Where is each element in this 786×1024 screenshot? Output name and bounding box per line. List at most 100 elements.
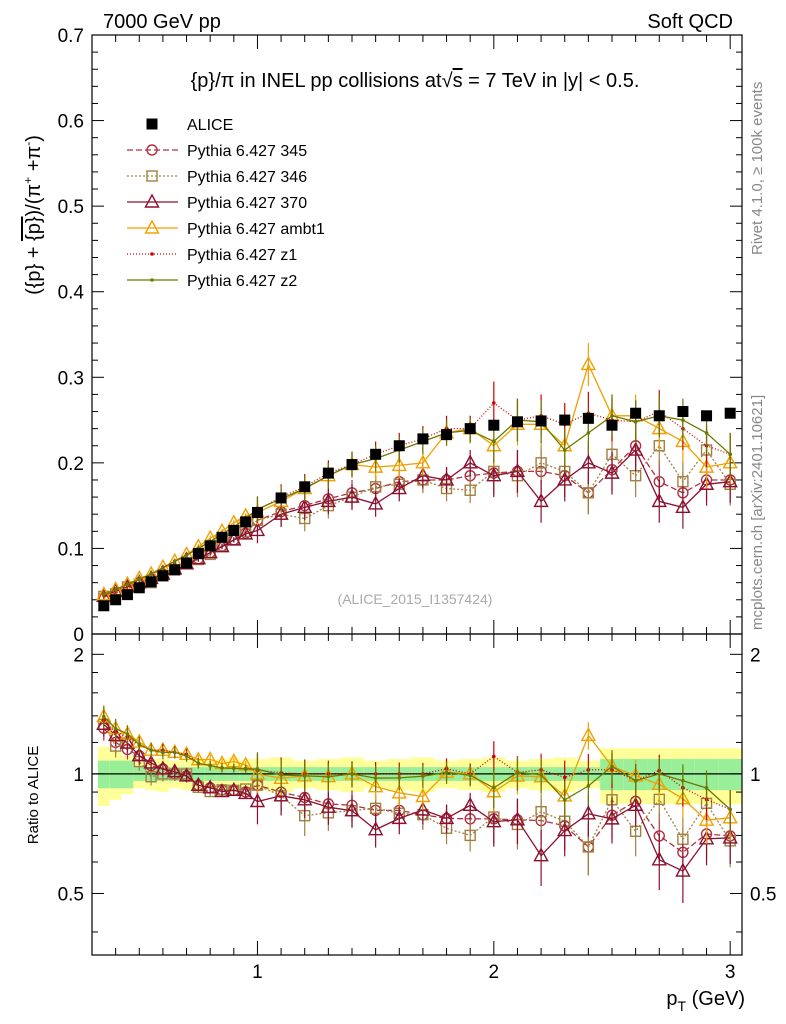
series-370-ratio-point bbox=[367, 821, 384, 836]
series-370-point bbox=[604, 464, 620, 479]
alice-data-point bbox=[192, 548, 204, 560]
series-370-point bbox=[675, 498, 691, 514]
ratio-tick-label-right: 1 bbox=[750, 765, 761, 786]
x-tick-label: 3 bbox=[725, 962, 736, 983]
alice-data-point bbox=[240, 516, 252, 528]
series-370-ratio-point bbox=[486, 813, 502, 828]
header-left: 7000 GeV pp bbox=[103, 11, 221, 33]
legend-marker bbox=[144, 193, 160, 208]
series-ALICE bbox=[98, 406, 736, 612]
legend-label: Pythia 6.427 ambt1 bbox=[187, 221, 325, 238]
y-tick-label: 0.6 bbox=[58, 112, 84, 133]
series-z2-point bbox=[704, 431, 709, 435]
ratio-ylabel: Ratio to ALICE bbox=[25, 746, 42, 844]
alice-data-point bbox=[145, 576, 157, 588]
series-z2-point bbox=[492, 439, 496, 444]
series-z2-ratio-point bbox=[657, 772, 662, 776]
alice-data-point bbox=[511, 416, 523, 428]
series-z2-main bbox=[102, 394, 732, 598]
series-345-line bbox=[103, 444, 731, 598]
alice-data-point bbox=[322, 467, 334, 479]
series-370-point bbox=[509, 462, 526, 478]
series-z2-ratio-point bbox=[255, 767, 260, 771]
ratio-tick-label: 1 bbox=[73, 765, 84, 786]
series-370-ratio-point bbox=[237, 784, 254, 800]
main-ylabel: ({p} + {p})/(π+ +π-) bbox=[21, 135, 45, 295]
series-z2-point bbox=[137, 577, 142, 582]
series-346-ratio-point bbox=[464, 829, 476, 842]
series-370-point bbox=[438, 471, 455, 486]
series-z2-point bbox=[113, 587, 118, 592]
series-370-point bbox=[722, 473, 738, 488]
ratio-stat-band bbox=[718, 759, 742, 791]
series-z2-ratio-point bbox=[302, 774, 307, 778]
series-z2-point bbox=[161, 566, 165, 570]
alice-data-point bbox=[299, 481, 311, 493]
series-z2-ratio-point bbox=[243, 766, 248, 771]
alice-data-point bbox=[275, 492, 287, 504]
series-370-ratio-point bbox=[119, 734, 136, 749]
series-z2-ratio-point bbox=[539, 772, 543, 777]
alice-data-point bbox=[464, 423, 476, 435]
series-370-ratio-point bbox=[415, 801, 431, 816]
alice-data-point bbox=[204, 540, 216, 552]
legend-label: ALICE bbox=[187, 117, 233, 134]
alice-data-point bbox=[133, 582, 145, 594]
series-370-point bbox=[580, 454, 597, 469]
series-z1-ratio-line bbox=[103, 719, 731, 810]
analysis-watermark: (ALICE_2015_I1357424) bbox=[338, 591, 493, 607]
series-370-main bbox=[96, 428, 738, 603]
legend-label: Pythia 6.427 z1 bbox=[187, 247, 297, 264]
ratio-frame bbox=[91, 633, 743, 956]
legend: ALICE Pythia 6.427 345 Pythia 6.427 346 Pyt… bbox=[127, 117, 325, 290]
legend-label: Pythia 6.427 345 bbox=[187, 143, 307, 160]
series-z2-ratio-point bbox=[232, 766, 236, 771]
axes: 0 0.1 0.2 0.3 0.4 0.5 0.6 0.7 1 2 3 0.5 0.5 1 1 2 2 bbox=[58, 26, 777, 983]
series-z2-ratio-point bbox=[728, 807, 732, 812]
series-z2-ratio-point bbox=[468, 773, 472, 778]
series-ambt1-ratio-point bbox=[580, 726, 597, 742]
y-tick-label: 0.1 bbox=[58, 539, 84, 560]
series-370-ratio-point bbox=[249, 793, 266, 808]
series-370-ratio-point bbox=[214, 783, 230, 798]
alice-data-point bbox=[251, 506, 263, 518]
series-z2-ratio-point bbox=[515, 770, 520, 775]
xlabel: pT (GeV) bbox=[666, 988, 745, 1014]
ratio-tick-label: 2 bbox=[73, 645, 84, 666]
series-z2-ratio-line bbox=[103, 716, 731, 810]
series-370-ratio-point bbox=[202, 779, 218, 794]
legend-label: Pythia 6.427 346 bbox=[187, 169, 307, 186]
series-370-ratio-point bbox=[557, 822, 573, 837]
series-z2-ratio-point bbox=[421, 774, 425, 778]
series-345-ratio bbox=[98, 716, 736, 881]
series-ambt1-point bbox=[391, 456, 407, 472]
series-346-line bbox=[103, 444, 731, 597]
series-370-point bbox=[651, 492, 667, 508]
series-370-ratio-point bbox=[143, 754, 159, 769]
series-z2-ratio-point bbox=[586, 784, 591, 788]
series-370-point bbox=[273, 505, 289, 520]
series-370-point bbox=[415, 467, 431, 482]
series-z2-point bbox=[125, 582, 130, 587]
series-z2-ratio-point bbox=[373, 776, 378, 780]
series-z2-point bbox=[149, 572, 153, 576]
series-370-point bbox=[367, 495, 384, 510]
series-z2-ratio-point bbox=[326, 774, 331, 779]
x-tick-label: 2 bbox=[489, 962, 500, 983]
series-346-point bbox=[464, 484, 476, 496]
series-346-ratio-point bbox=[582, 841, 595, 853]
series-z2-ratio-point bbox=[444, 770, 449, 775]
series-z2-ratio-point bbox=[149, 748, 153, 752]
legend-marker bbox=[150, 252, 154, 256]
series-370-ratio-point bbox=[131, 747, 147, 762]
series-370-ratio-point bbox=[627, 796, 644, 812]
series-ambt1-ratio-point bbox=[698, 811, 715, 826]
alice-data-point bbox=[653, 410, 665, 422]
series-370-ratio-point bbox=[462, 796, 478, 812]
series-370-point bbox=[627, 441, 644, 456]
series-370-ratio-point bbox=[344, 802, 360, 817]
series-370-point bbox=[237, 525, 254, 540]
alice-data-point bbox=[724, 407, 736, 419]
y-tick-label: 0.2 bbox=[58, 454, 84, 475]
ratio-panel-series bbox=[96, 705, 738, 904]
